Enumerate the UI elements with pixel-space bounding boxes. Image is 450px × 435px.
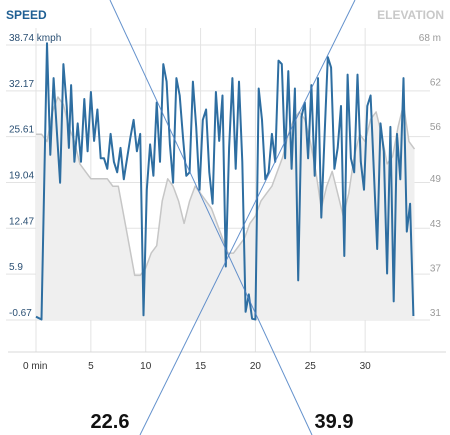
x-tick-label: 15 — [195, 361, 207, 372]
y-left-tick-label: 32.17 — [9, 79, 34, 90]
y-right-tick-label: 31 — [430, 308, 442, 319]
y-right-tick-label: 56 — [430, 122, 442, 133]
speed-line — [35, 42, 415, 321]
y-left-tick-label: 12.47 — [9, 216, 34, 227]
y-right-tick-label: 43 — [430, 219, 442, 230]
diagonal-line-1 — [109, 0, 313, 435]
y-left-tick-label: 38.74 kmph — [9, 33, 61, 44]
chart-title-elevation: ELEVATION — [377, 8, 444, 22]
x-tick-label: 25 — [305, 361, 317, 372]
speed-layer — [35, 42, 415, 321]
tick-layer: 38.74 kmph 32.17 25.61 19.04 12.47 5.9 -0.67 68… — [9, 33, 441, 372]
y-left-tick-label: 25.61 — [9, 125, 34, 136]
y-left-tick-label: 19.04 — [9, 170, 34, 181]
y-right-tick-label: 68 m — [419, 33, 441, 44]
right-value-readout: 39.9 — [315, 411, 354, 433]
crosshair-lines — [109, 0, 356, 435]
y-right-tick-label: 62 — [430, 78, 442, 89]
elevation-area — [36, 97, 415, 320]
x-tick-label: 5 — [88, 361, 94, 372]
x-tick-label: 0 min — [23, 361, 47, 372]
y-right-tick-label: 37 — [430, 263, 442, 274]
x-tick-label: 30 — [360, 361, 372, 372]
diagonal-line-2 — [139, 0, 356, 435]
chart-title-speed: SPEED — [6, 8, 47, 22]
y-left-tick-label: -0.67 — [9, 308, 32, 319]
y-right-tick-label: 49 — [430, 174, 442, 185]
x-tick-label: 20 — [250, 361, 262, 372]
y-left-tick-label: 5.9 — [9, 262, 23, 273]
x-tick-label: 10 — [140, 361, 152, 372]
left-value-readout: 22.6 — [91, 411, 130, 433]
